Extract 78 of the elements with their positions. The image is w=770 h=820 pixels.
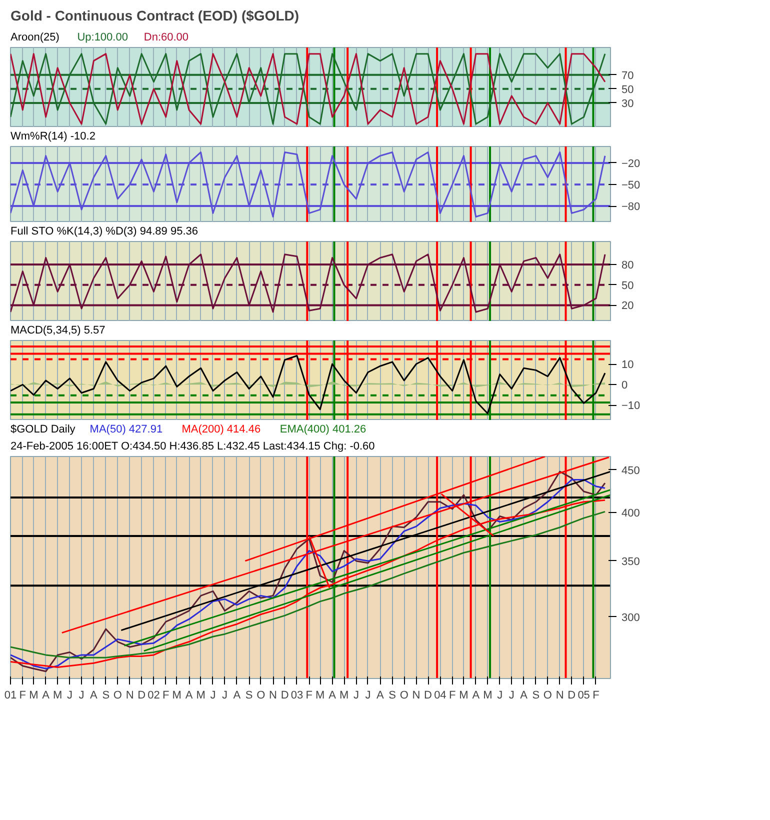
x-tick-label: D [280, 690, 289, 702]
x-tick-label: 01 [4, 690, 17, 702]
x-tick-label: J [78, 690, 84, 702]
y-tick-label: 300 [622, 612, 640, 624]
chart-title: Gold - Continuous Contract (EOD) ($GOLD) [10, 8, 300, 24]
y-tick-label: 50 [622, 84, 634, 96]
x-tick-label: S [388, 690, 396, 702]
x-tick-label: M [172, 690, 182, 702]
y-tick-label: 350 [622, 556, 640, 568]
x-tick-label: N [412, 690, 420, 702]
x-tick-label: M [316, 690, 325, 702]
y-tick-label: −10 [622, 400, 640, 412]
series-label: Up:100.00 [77, 32, 128, 44]
x-tick-label: A [328, 690, 337, 702]
x-tick-label: F [592, 690, 600, 702]
x-tick-label: J [508, 690, 514, 702]
x-tick-label: M [196, 690, 206, 702]
text: MA(200) 414.46 [182, 424, 261, 436]
y-tick-label: −80 [622, 201, 640, 214]
x-tick-label: M [29, 690, 38, 702]
x-tick-label: N [269, 690, 278, 702]
text: EMA(400) 401.26 [280, 424, 366, 436]
x-tick-label: O [113, 690, 122, 702]
y-tick-label: 80 [622, 260, 634, 272]
chart-title: MACD(5,34,5) 5.57 [10, 324, 106, 336]
y-tick-label: 50 [622, 280, 634, 292]
x-tick-label: D [568, 690, 576, 702]
x-tick-label: F [162, 690, 170, 702]
x-tick-label: M [483, 690, 492, 702]
chart-title: Full STO %K(14,3) %D(3) 94.89 95.36 [10, 226, 198, 238]
x-tick-label: M [459, 690, 468, 702]
x-tick-label: F [306, 690, 313, 702]
x-tick-label: F [19, 690, 26, 702]
x-tick-label: A [520, 690, 528, 702]
y-tick-label: −20 [622, 158, 640, 170]
x-tick-label: J [497, 690, 503, 702]
text: MA(50) 427.91 [90, 424, 163, 436]
y-tick-label: 0 [622, 380, 628, 392]
chart-title: $GOLD Daily [10, 424, 76, 436]
y-tick-label: 10 [622, 359, 634, 372]
x-tick-label: J [365, 690, 371, 702]
chart-title: Wm%R(14) -10.2 [10, 130, 96, 142]
x-tick-label: A [185, 690, 194, 702]
x-tick-label: A [90, 690, 98, 702]
x-tick-label: D [138, 690, 146, 702]
x-tick-label: M [339, 690, 349, 702]
x-tick-label: A [42, 690, 50, 702]
x-tick-label: A [376, 690, 384, 702]
x-tick-label: D [424, 690, 432, 702]
x-tick-label: J [67, 690, 73, 702]
y-tick-label: 70 [622, 70, 634, 82]
x-tick-label: 03 [290, 690, 304, 702]
y-tick-label: 30 [622, 98, 634, 110]
x-tick-label: M [53, 690, 62, 702]
y-tick-label: −50 [622, 180, 640, 192]
x-tick-label: J [353, 690, 359, 702]
x-tick-label: N [556, 690, 564, 702]
x-tick-label: O [543, 690, 552, 702]
y-tick-label: 400 [622, 508, 640, 520]
x-tick-label: A [472, 690, 480, 702]
x-tick-label: 04 [434, 690, 446, 702]
y-tick-label: 20 [622, 300, 634, 312]
x-tick-label: O [256, 690, 266, 702]
chart-subtitle: 24-Feb-2005 16:00ET O:434.50 H:436.85 L:432.45 Last:434.15 Chg: -0.60 [10, 440, 375, 452]
x-tick-label: S [245, 690, 253, 702]
x-tick-label: 05 [578, 690, 590, 702]
x-tick-label: F [449, 690, 456, 702]
x-tick-label: N [126, 690, 134, 702]
x-tick-label: A [233, 690, 242, 702]
series-label: Dn:60.00 [144, 32, 189, 44]
x-tick-label: J [222, 690, 228, 702]
chart-subtitle: Aroon(25) [10, 32, 60, 44]
y-tick-label: 450 [622, 464, 640, 477]
x-tick-label: 02 [148, 690, 160, 702]
x-tick-label: O [400, 690, 409, 702]
x-tick-label: S [102, 690, 110, 702]
x-tick-label: S [532, 690, 540, 702]
x-tick-label: J [210, 690, 216, 702]
